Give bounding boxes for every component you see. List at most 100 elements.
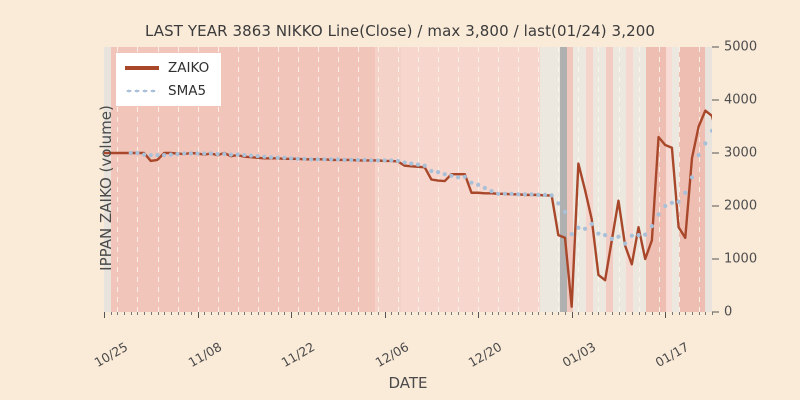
x-axis-minor-tick bbox=[705, 312, 707, 315]
sma5-point bbox=[596, 231, 601, 236]
sma5-point bbox=[709, 128, 712, 133]
sma5-point bbox=[435, 169, 441, 175]
x-axis-minor-tick bbox=[170, 312, 172, 315]
y-tick-mark bbox=[712, 152, 719, 154]
x-axis-minor-tick bbox=[331, 312, 333, 315]
sma5-point bbox=[429, 168, 434, 174]
x-axis-minor-tick bbox=[344, 312, 346, 315]
y-tick-mark bbox=[712, 99, 719, 101]
x-axis-minor-tick bbox=[464, 312, 466, 315]
sma5-point bbox=[496, 191, 501, 196]
sma5-point bbox=[482, 185, 487, 191]
sma5-point bbox=[335, 157, 340, 162]
x-axis-tick-label: 12/06 bbox=[372, 339, 411, 371]
x-axis-minor-tick bbox=[498, 312, 500, 315]
x-axis-minor-tick bbox=[110, 312, 112, 315]
x-axis-minor-tick bbox=[625, 312, 627, 315]
chart-title: LAST YEAR 3863 NIKKO Line(Close) / max 3… bbox=[144, 22, 655, 40]
sma5-point bbox=[689, 175, 695, 180]
background-band bbox=[540, 47, 554, 312]
x-axis-minor-tick bbox=[297, 312, 299, 315]
y-tick-label: 1000 bbox=[724, 251, 758, 267]
sma5-point bbox=[409, 161, 414, 166]
x-axis-major-tick bbox=[104, 312, 105, 318]
x-axis-minor-tick bbox=[277, 312, 279, 315]
x-axis-minor-tick bbox=[418, 312, 419, 315]
series-container bbox=[104, 109, 712, 308]
legend-swatch-zaiko bbox=[125, 66, 159, 70]
sma5-point bbox=[549, 193, 554, 198]
y-tick-mark bbox=[712, 258, 719, 260]
sma5-point bbox=[649, 224, 654, 229]
x-axis-minor-tick bbox=[631, 312, 633, 315]
sma5-point bbox=[609, 236, 614, 241]
sma5-point bbox=[656, 212, 661, 217]
legend-item-sma5[interactable]: SMA5 bbox=[125, 83, 209, 99]
background-band bbox=[626, 47, 633, 312]
sma5-point bbox=[208, 151, 213, 156]
gridline bbox=[678, 47, 680, 312]
sma5-point bbox=[262, 154, 267, 159]
sma5-point bbox=[329, 157, 334, 162]
background-band bbox=[573, 47, 587, 312]
sma5-point bbox=[676, 199, 681, 204]
sma5-point bbox=[195, 151, 200, 156]
x-axis-minor-tick bbox=[257, 312, 259, 315]
x-axis-minor-tick bbox=[431, 312, 433, 315]
background-band bbox=[553, 47, 560, 312]
sma5-point bbox=[175, 151, 180, 157]
x-axis-minor-tick bbox=[671, 312, 673, 315]
sma5-point bbox=[669, 200, 675, 205]
y-axis-tick: 3000 bbox=[712, 146, 757, 161]
x-axis-minor-tick bbox=[244, 312, 246, 315]
x-axis-minor-tick bbox=[678, 312, 680, 315]
x-axis-minor-tick bbox=[164, 312, 166, 315]
x-axis-minor-tick bbox=[605, 312, 607, 315]
x-axis-minor-tick bbox=[471, 312, 473, 315]
x-axis-major-tick bbox=[571, 312, 573, 318]
sma5-point bbox=[562, 209, 568, 214]
x-axis-major-tick bbox=[478, 312, 480, 318]
legend-swatch-sma5 bbox=[125, 89, 159, 93]
sma5-point bbox=[202, 151, 207, 156]
background-band bbox=[586, 47, 594, 312]
sma5-point bbox=[636, 233, 641, 238]
vertical-gridlines bbox=[104, 47, 712, 312]
sma5-point bbox=[683, 190, 688, 195]
sma5-point bbox=[362, 157, 367, 162]
background-band bbox=[593, 47, 607, 312]
gridline bbox=[578, 47, 580, 312]
x-axis-tick-label: 11/22 bbox=[278, 339, 318, 371]
x-axis-minor-tick bbox=[357, 312, 359, 315]
y-tick-label: 5000 bbox=[724, 39, 758, 55]
sma5-point bbox=[162, 153, 167, 158]
x-axis-minor-tick bbox=[251, 312, 252, 315]
sma5-point bbox=[248, 153, 254, 158]
x-axis-minor-tick bbox=[317, 312, 319, 315]
legend-label-sma5: SMA5 bbox=[168, 83, 207, 99]
sma5-point bbox=[603, 233, 608, 238]
gridline bbox=[398, 47, 399, 312]
gridline bbox=[317, 47, 319, 312]
gridline bbox=[257, 47, 259, 312]
x-axis-minor-tick bbox=[424, 312, 426, 315]
background-band bbox=[560, 47, 567, 312]
background-band bbox=[401, 47, 541, 312]
plot-area bbox=[104, 47, 712, 312]
x-axis-major-tick bbox=[665, 312, 667, 318]
sma5-point bbox=[295, 156, 300, 161]
x-axis-minor-tick bbox=[210, 312, 212, 315]
x-axis-minor-tick bbox=[264, 312, 266, 315]
gridline bbox=[277, 47, 279, 312]
sma5-point bbox=[589, 221, 594, 227]
sma5-point bbox=[389, 158, 394, 163]
gridline bbox=[478, 47, 480, 312]
x-axis-minor-tick bbox=[124, 312, 125, 315]
x-axis-tick-label: 10/25 bbox=[91, 339, 131, 371]
legend-item-zaiko[interactable]: ZAIKO bbox=[125, 60, 209, 76]
sma5-point bbox=[502, 191, 507, 196]
x-axis-minor-tick bbox=[591, 312, 593, 315]
x-axis-minor-tick bbox=[685, 312, 687, 315]
x-axis-major-tick bbox=[384, 312, 386, 318]
sma5-point bbox=[402, 160, 407, 165]
